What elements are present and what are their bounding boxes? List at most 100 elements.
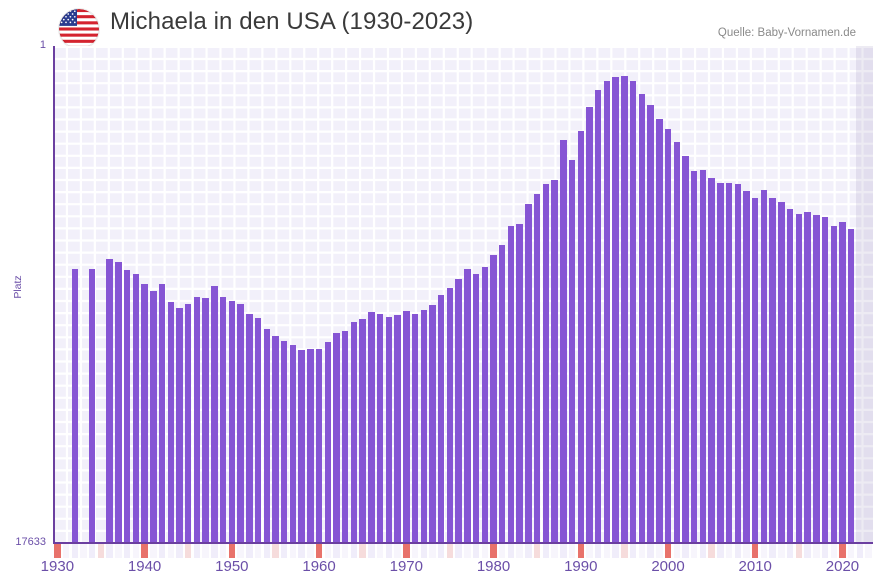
x-tick-1963 (342, 544, 349, 558)
x-axis-label-2000: 2000 (651, 558, 685, 575)
x-tick-1970 (403, 544, 410, 558)
bar-1940 (141, 284, 148, 543)
x-tick-2009 (743, 544, 750, 558)
x-axis-label-1950: 1950 (215, 558, 249, 575)
bar-1932 (71, 268, 79, 543)
x-tick-1973 (429, 544, 436, 558)
bar-1967 (376, 313, 384, 543)
x-tick-1949 (219, 544, 227, 558)
x-tick-1942 (158, 544, 166, 558)
x-tick-2002 (682, 544, 689, 558)
bar-1937 (115, 261, 122, 543)
bar-1948 (211, 285, 218, 543)
bar-1986 (542, 184, 550, 543)
x-tick-1978 (472, 544, 480, 558)
bar-1946 (193, 296, 201, 543)
x-axis-label-1940: 1940 (127, 558, 162, 575)
bar-1952 (246, 313, 253, 543)
x-tick-1939 (132, 544, 140, 558)
x-tick-2007 (725, 544, 733, 558)
x-axis-label-2010: 2010 (738, 558, 772, 575)
x-tick-2010 (752, 544, 759, 558)
chart-plot-area (53, 46, 873, 543)
x-tick-1961 (324, 544, 331, 558)
x-tick-2021 (847, 544, 855, 558)
x-tick-1968 (385, 544, 393, 558)
x-tick-1958 (298, 544, 305, 558)
bar-1984 (525, 203, 532, 543)
bar-1999 (656, 119, 663, 543)
x-tick-1974 (437, 544, 445, 558)
x-tick-2019 (830, 544, 837, 558)
x-tick-2023 (865, 544, 872, 558)
bar-1949 (219, 296, 227, 543)
x-tick-1952 (246, 544, 253, 558)
bar-1993 (603, 81, 611, 543)
x-tick-1967 (376, 544, 384, 558)
bar-1947 (202, 298, 209, 543)
x-tick-2000 (664, 544, 672, 558)
x-tick-1936 (106, 544, 113, 558)
bar-1942 (158, 284, 166, 543)
x-tick-1945 (184, 544, 192, 558)
bar-1943 (167, 302, 174, 543)
x-tick-1988 (560, 544, 567, 558)
y-axis-bottom-label: 17633 (15, 536, 46, 548)
x-tick-2001 (673, 544, 680, 558)
bar-1941 (150, 291, 157, 543)
bar-1956 (280, 340, 288, 543)
x-tick-1944 (176, 544, 183, 558)
bar-1968 (385, 316, 393, 543)
bar-1945 (184, 303, 192, 543)
x-tick-1992 (594, 544, 602, 558)
x-tick-1959 (307, 544, 314, 558)
x-tick-1965 (359, 544, 366, 558)
x-tick-1991 (586, 544, 593, 558)
us-flag-icon (59, 9, 99, 49)
bar-1994 (612, 76, 619, 543)
x-tick-2005 (708, 544, 715, 558)
bar-1985 (533, 193, 541, 543)
x-tick-1948 (211, 544, 218, 558)
bar-1995 (621, 75, 628, 543)
bar-1998 (647, 105, 654, 543)
x-tick-1982 (507, 544, 515, 558)
bar-1953 (254, 317, 262, 543)
bar-1978 (472, 274, 480, 543)
bar-1992 (594, 89, 602, 543)
x-tick-1933 (80, 544, 87, 558)
x-axis-label-1930: 1930 (40, 558, 75, 575)
x-tick-1940 (141, 544, 148, 558)
x-tick-1946 (193, 544, 201, 558)
x-tick-2008 (734, 544, 741, 558)
bar-1980 (490, 254, 497, 543)
x-tick-1934 (89, 544, 96, 558)
x-tick-2016 (804, 544, 811, 558)
x-tick-1955 (272, 544, 279, 558)
x-tick-2006 (717, 544, 724, 558)
bar-1990 (577, 130, 584, 543)
y-axis-line (53, 46, 55, 544)
bar-1962 (333, 333, 340, 543)
x-tick-1997 (638, 544, 646, 558)
x-tick-1941 (150, 544, 157, 558)
bar-2001 (673, 141, 680, 543)
bar-1955 (272, 336, 279, 543)
x-tick-1983 (516, 544, 523, 558)
x-axis-labels: 1930 1940 1950 1960 1970 1980 1990 2000 2010 2020 (0, 558, 873, 584)
bar-1975 (446, 288, 454, 543)
bar-2002 (682, 155, 689, 543)
x-tick-1960 (315, 544, 323, 558)
x-tick-1995 (621, 544, 628, 558)
x-tick-1979 (481, 544, 489, 558)
x-tick-1962 (333, 544, 340, 558)
bar-1982 (507, 226, 515, 543)
x-tick-1943 (167, 544, 174, 558)
chart-header: Michaela in den USA (1930-2023) Quelle: … (0, 0, 873, 49)
x-tick-1969 (394, 544, 401, 558)
bar-2021 (847, 229, 855, 543)
x-tick-1999 (656, 544, 663, 558)
x-tick-1932 (71, 544, 79, 558)
bar-2010 (752, 198, 759, 543)
bar-2009 (743, 191, 750, 543)
